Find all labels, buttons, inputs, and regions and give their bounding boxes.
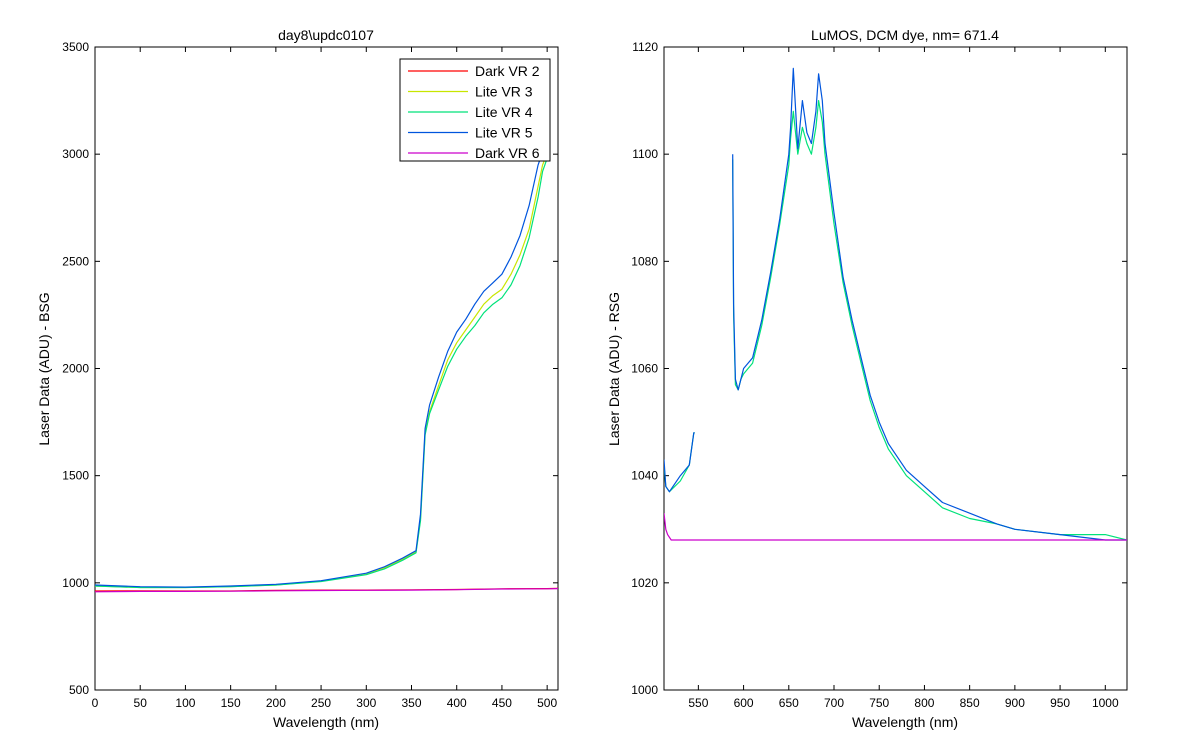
x-tick-label: 700 (824, 696, 844, 710)
plot-area: 0 50 100 150 200 250 300 350 400 450 500 500 1000 150… (62, 40, 559, 710)
legend-label: Lite VR 3 (475, 84, 533, 100)
y-tick-label: 1080 (631, 254, 658, 268)
x-tick-label: 0 (92, 696, 99, 710)
y-axis-label: Laser Data (ADU) - BSG (36, 292, 52, 445)
y-tick-label: 1500 (62, 469, 89, 483)
x-tick-label: 900 (1005, 696, 1025, 710)
legend-label: Dark VR 2 (475, 63, 540, 79)
x-tick-label: 200 (266, 696, 286, 710)
x-tick-label: 400 (447, 696, 467, 710)
chart-title: LuMOS, DCM dye, nm= 671.4 (811, 27, 999, 43)
y-tick-label: 2500 (62, 254, 89, 268)
x-tick-label: 800 (914, 696, 934, 710)
x-axis-label: Wavelength (nm) (273, 714, 379, 730)
x-tick-label: 150 (221, 696, 241, 710)
y-tick-label: 500 (69, 683, 89, 697)
x-tick-label: 750 (869, 696, 889, 710)
y-tick-label: 3500 (62, 40, 89, 54)
x-tick-label: 250 (311, 696, 331, 710)
x-tick-label: 1000 (1092, 696, 1119, 710)
x-tick-label: 550 (688, 696, 708, 710)
series-line-lite (664, 432, 695, 493)
series-group (95, 149, 558, 593)
y-tick-label: 3000 (62, 147, 89, 161)
y-axis-label: Laser Data (ADU) - RSG (606, 292, 622, 446)
x-tick-label: 500 (537, 696, 557, 710)
y-tick-label: 1000 (62, 576, 89, 590)
legend-label: Lite VR 5 (475, 125, 533, 141)
series-line-lite-vr-4 (95, 158, 548, 589)
y-tick-label: 1040 (631, 469, 658, 483)
x-tick-label: 450 (492, 696, 512, 710)
x-tick-label: 600 (734, 696, 754, 710)
y-tick-label: 1120 (632, 40, 658, 54)
series-line-dark-vr-6 (95, 588, 558, 593)
y-tick-label: 1100 (632, 147, 658, 161)
series-line-lite-vr-5 (95, 149, 548, 588)
series-line-lite (732, 67, 1127, 541)
x-tick-label: 50 (134, 696, 148, 710)
x-axis-label: Wavelength (nm) (852, 714, 958, 730)
y-tick-label: 1020 (631, 576, 658, 590)
x-tick-label: 350 (401, 696, 421, 710)
chart-rsg: LuMOS, DCM dye, nm= 671.4 550 600 650 700 75… (606, 27, 1128, 730)
legend-box (399, 58, 551, 162)
series-line-lite (732, 99, 1127, 541)
y-tick-label: 1000 (631, 683, 658, 697)
x-tick-label: 650 (779, 696, 799, 710)
legend-label: Dark VR 6 (475, 145, 540, 161)
series-line-dark (664, 513, 1127, 541)
plot-area: 550 600 650 700 750 800 850 900 950 1000 1000 1020 1… (631, 40, 1128, 710)
x-tick-label: 850 (960, 696, 980, 710)
legend: Dark VR 2 Lite VR 3 Lite VR 4 Lite VR 5 Dark… (399, 58, 551, 162)
legend-label: Lite VR 4 (475, 104, 533, 120)
y-tick-label: 2000 (62, 362, 89, 376)
x-tick-label: 300 (356, 696, 376, 710)
x-tick-label: 100 (175, 696, 195, 710)
x-tick-label: 950 (1050, 696, 1070, 710)
chart-title: day8\updc0107 (278, 27, 374, 43)
chart-bsg: day8\updc0107 0 50 100 150 200 250 300 350 400 45… (36, 27, 559, 730)
y-tick-label: 1060 (631, 362, 658, 376)
series-group (664, 67, 1127, 541)
